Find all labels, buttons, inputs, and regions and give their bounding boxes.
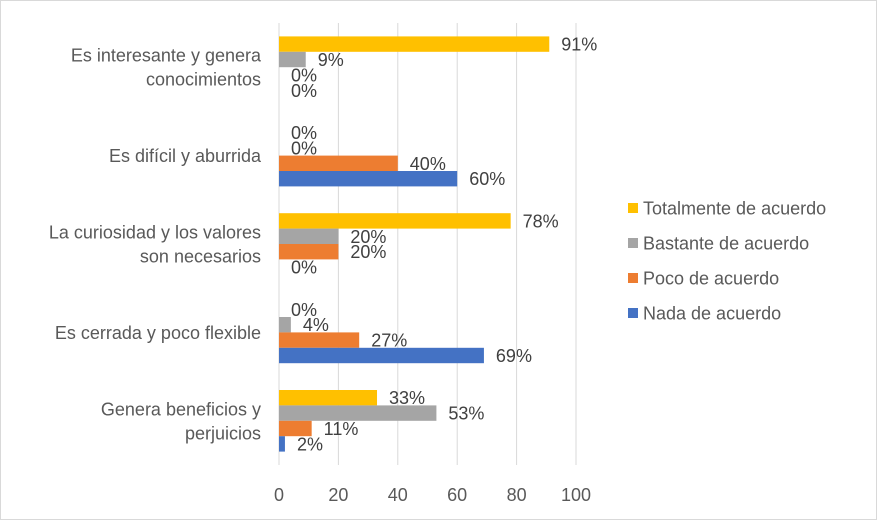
- data-label-bastante-de-acuerdo-cat4: 4%: [303, 315, 329, 335]
- bar-poco-de-acuerdo-cat5: [279, 420, 312, 437]
- data-label-totalmente-de-acuerdo-cat2: 0%: [291, 123, 317, 143]
- bar-nada-de-acuerdo-cat2: [279, 171, 458, 187]
- legend: Totalmente de acuerdo Bastante de acuerdo…: [628, 199, 826, 324]
- bar-totalmente-de-acuerdo-cat5: [279, 390, 378, 406]
- data-label-poco-de-acuerdo-cat3: 20%: [350, 242, 386, 262]
- data-label-bastante-de-acuerdo-cat5: 53%: [448, 404, 484, 424]
- category-label-line: perjuicios: [185, 423, 261, 443]
- bar-nada-de-acuerdo-cat4: [279, 347, 484, 364]
- x-tick-100: 100: [561, 485, 591, 505]
- data-label-nada-de-acuerdo-cat2: 60%: [469, 169, 505, 189]
- bar-poco-de-acuerdo-cat3: [279, 244, 339, 260]
- bar-totalmente-de-acuerdo-cat3: [279, 213, 511, 229]
- category-label-2: Es difícil y aburrida: [109, 146, 262, 166]
- x-tick-40: 40: [388, 485, 408, 505]
- bars: [279, 36, 550, 452]
- bar-bastante-de-acuerdo-cat4: [279, 317, 291, 333]
- bar-bastante-de-acuerdo-cat5: [279, 405, 437, 421]
- data-label-bastante-de-acuerdo-cat3: 20%: [350, 227, 386, 247]
- category-label-line: conocimientos: [146, 70, 261, 90]
- data-label-nada-de-acuerdo-cat3: 0%: [291, 258, 317, 278]
- category-label-line: Es cerrada y poco flexible: [55, 323, 261, 343]
- category-label-line: Genera beneficios y: [101, 399, 261, 419]
- bar-bastante-de-acuerdo-cat1: [279, 51, 306, 68]
- legend-swatch-poco-de-acuerdo: [628, 273, 638, 283]
- legend-label-bastante-de-acuerdo: Bastante de acuerdo: [643, 234, 809, 254]
- legend-label-totalmente-de-acuerdo: Totalmente de acuerdo: [643, 199, 826, 219]
- category-label-line: Es difícil y aburrida: [109, 146, 262, 166]
- x-tick-20: 20: [328, 485, 348, 505]
- category-label-line: son necesarios: [140, 247, 261, 267]
- bar-bastante-de-acuerdo-cat3: [279, 228, 339, 244]
- data-label-nada-de-acuerdo-cat4: 69%: [496, 346, 532, 366]
- bar-poco-de-acuerdo-cat2: [279, 155, 398, 171]
- category-label-4: Es cerrada y poco flexible: [55, 323, 261, 343]
- legend-swatch-bastante-de-acuerdo: [628, 238, 638, 248]
- data-label-totalmente-de-acuerdo-cat1: 91%: [561, 35, 597, 55]
- data-label-poco-de-acuerdo-cat4: 27%: [371, 331, 407, 351]
- x-tick-0: 0: [274, 485, 284, 505]
- category-label-5: Genera beneficios y perjuicios: [101, 399, 261, 443]
- category-label-1: Es interesante y genera conocimientos: [71, 46, 262, 90]
- data-label-bastante-de-acuerdo-cat2: 0%: [291, 138, 317, 158]
- legend-swatch-nada-de-acuerdo: [628, 308, 638, 318]
- data-label-poco-de-acuerdo-cat5: 11%: [324, 419, 359, 439]
- category-label-line: La curiosidad y los valores: [49, 223, 261, 243]
- bar-totalmente-de-acuerdo-cat1: [279, 36, 550, 52]
- x-tick-60: 60: [447, 485, 467, 505]
- data-label-totalmente-de-acuerdo-cat5: 33%: [389, 388, 425, 408]
- category-labels: Es interesante y genera conocimientos Es d…: [49, 46, 262, 444]
- data-label-nada-de-acuerdo-cat1: 0%: [291, 81, 317, 101]
- legend-label-nada-de-acuerdo: Nada de acuerdo: [643, 304, 781, 324]
- category-label-3: La curiosidad y los valores son necesario…: [49, 223, 261, 267]
- data-label-poco-de-acuerdo-cat2: 40%: [410, 154, 446, 174]
- x-tick-80: 80: [507, 485, 527, 505]
- legend-swatch-totalmente-de-acuerdo: [628, 203, 638, 213]
- bar-nada-de-acuerdo-cat5: [279, 436, 285, 452]
- data-label-totalmente-de-acuerdo-cat4: 0%: [291, 300, 317, 320]
- data-label-totalmente-de-acuerdo-cat3: 78%: [523, 211, 559, 231]
- category-label-line: Es interesante y genera: [71, 46, 262, 66]
- bar-poco-de-acuerdo-cat4: [279, 332, 360, 348]
- data-label-bastante-de-acuerdo-cat1: 9%: [318, 50, 344, 70]
- data-label-nada-de-acuerdo-cat5: 2%: [297, 434, 323, 454]
- data-labels: 91%9%0%0%0%0%40%60%78%20%20%0%0%4%27%69%…: [291, 35, 597, 455]
- data-label-poco-de-acuerdo-cat1: 0%: [291, 65, 317, 85]
- legend-label-poco-de-acuerdo: Poco de acuerdo: [643, 269, 779, 289]
- x-tick-labels: 0 20 40 60 80 100: [274, 485, 591, 505]
